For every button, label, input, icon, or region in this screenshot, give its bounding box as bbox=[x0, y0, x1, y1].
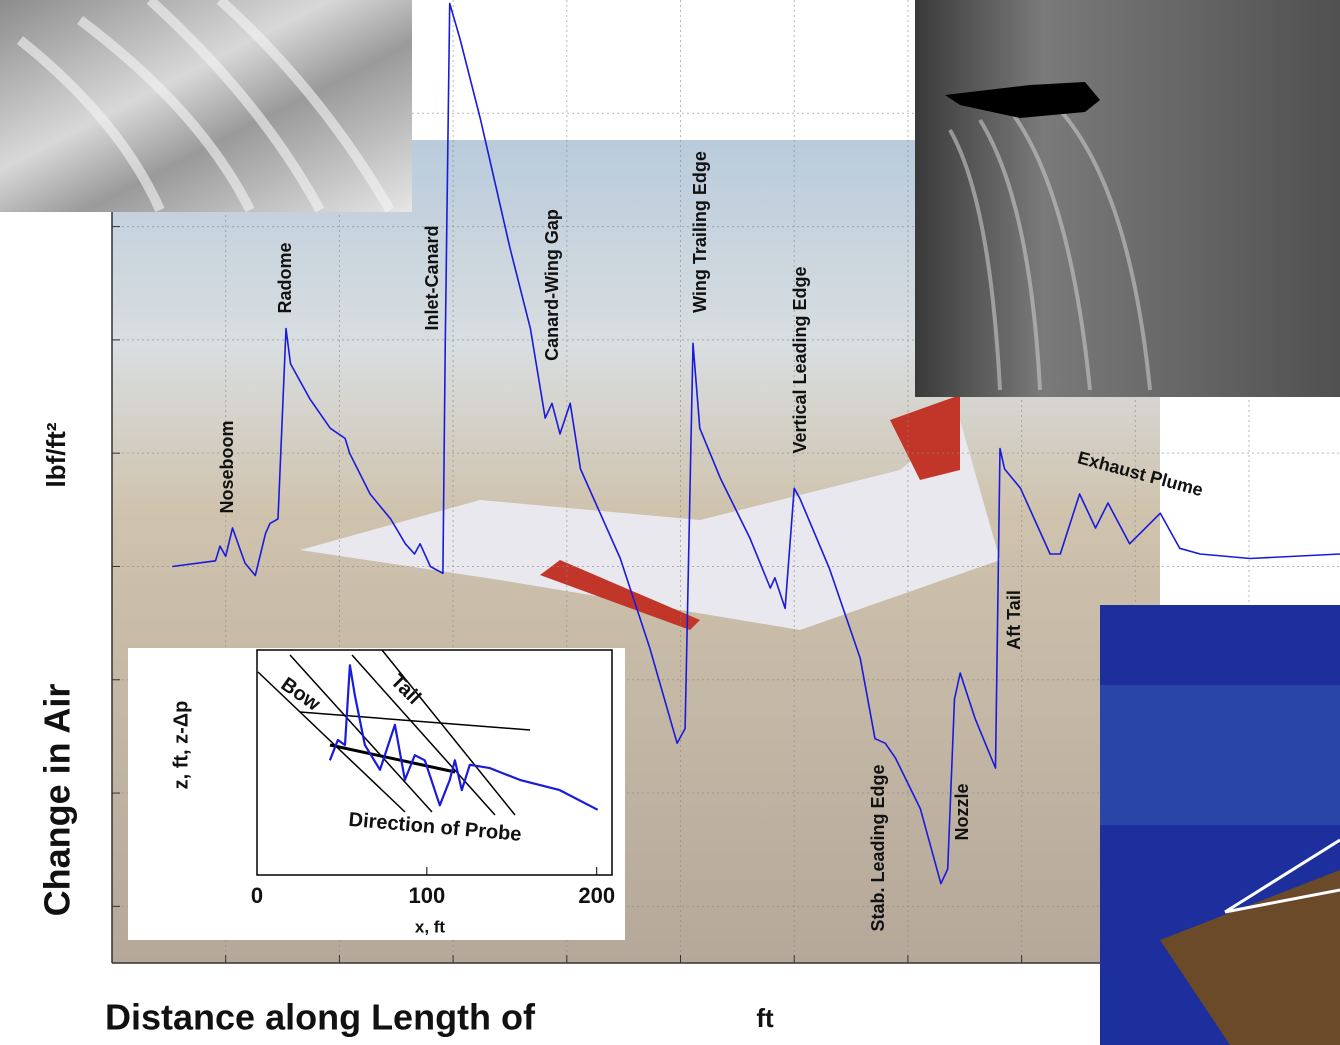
shock-pattern bbox=[16, 0, 395, 213]
ray bbox=[1224, 838, 1340, 914]
inset-x-label: x, ft bbox=[415, 917, 446, 936]
inset-frame bbox=[256, 649, 613, 876]
annotation: Noseboom bbox=[217, 420, 237, 513]
annotation: Vertical Leading Edge bbox=[790, 266, 810, 453]
shock-pattern bbox=[948, 108, 1152, 391]
x-tick-label: 100 bbox=[408, 883, 445, 908]
inset-background bbox=[128, 648, 625, 940]
jet-stripe bbox=[540, 560, 700, 630]
x-tick-label: 0 bbox=[251, 883, 263, 908]
annotation: Nozzle bbox=[952, 783, 972, 840]
jet bbox=[300, 420, 1000, 630]
annotation: Radome bbox=[275, 242, 295, 313]
x-label: Distance along Length of bbox=[105, 997, 536, 1038]
cfd-image bbox=[0, 0, 412, 212]
x-tick-label: 200 bbox=[578, 883, 615, 908]
ray bbox=[1224, 888, 1340, 914]
annotation: Aft Tail bbox=[1004, 590, 1024, 650]
annotation: Wing Trailing Edge bbox=[690, 151, 710, 313]
inset-y-label: z, ft, z-Δp bbox=[170, 701, 192, 790]
inset-guides bbox=[257, 649, 531, 816]
y-unit: lbf/ft² bbox=[41, 422, 71, 487]
bow-line bbox=[289, 654, 433, 813]
signature-line bbox=[328, 664, 599, 811]
diagram-band bbox=[1100, 685, 1340, 825]
x-unit: ft bbox=[756, 1003, 774, 1033]
annotation: Inlet-Canard bbox=[422, 225, 442, 330]
bow-line bbox=[257, 671, 406, 813]
probe-line bbox=[329, 743, 456, 774]
probe-line bbox=[299, 711, 531, 731]
annotation: Canard-Wing Gap bbox=[542, 209, 562, 361]
tail-line bbox=[351, 654, 496, 816]
schlieren-image bbox=[915, 0, 1340, 397]
tail-line bbox=[381, 649, 516, 816]
terrain bbox=[1160, 870, 1340, 1045]
signature-line bbox=[172, 2, 1340, 885]
jet-silhouette bbox=[945, 82, 1100, 118]
annotation: Stab. Leading Edge bbox=[868, 764, 888, 931]
y-label: Change in Air bbox=[37, 684, 78, 917]
